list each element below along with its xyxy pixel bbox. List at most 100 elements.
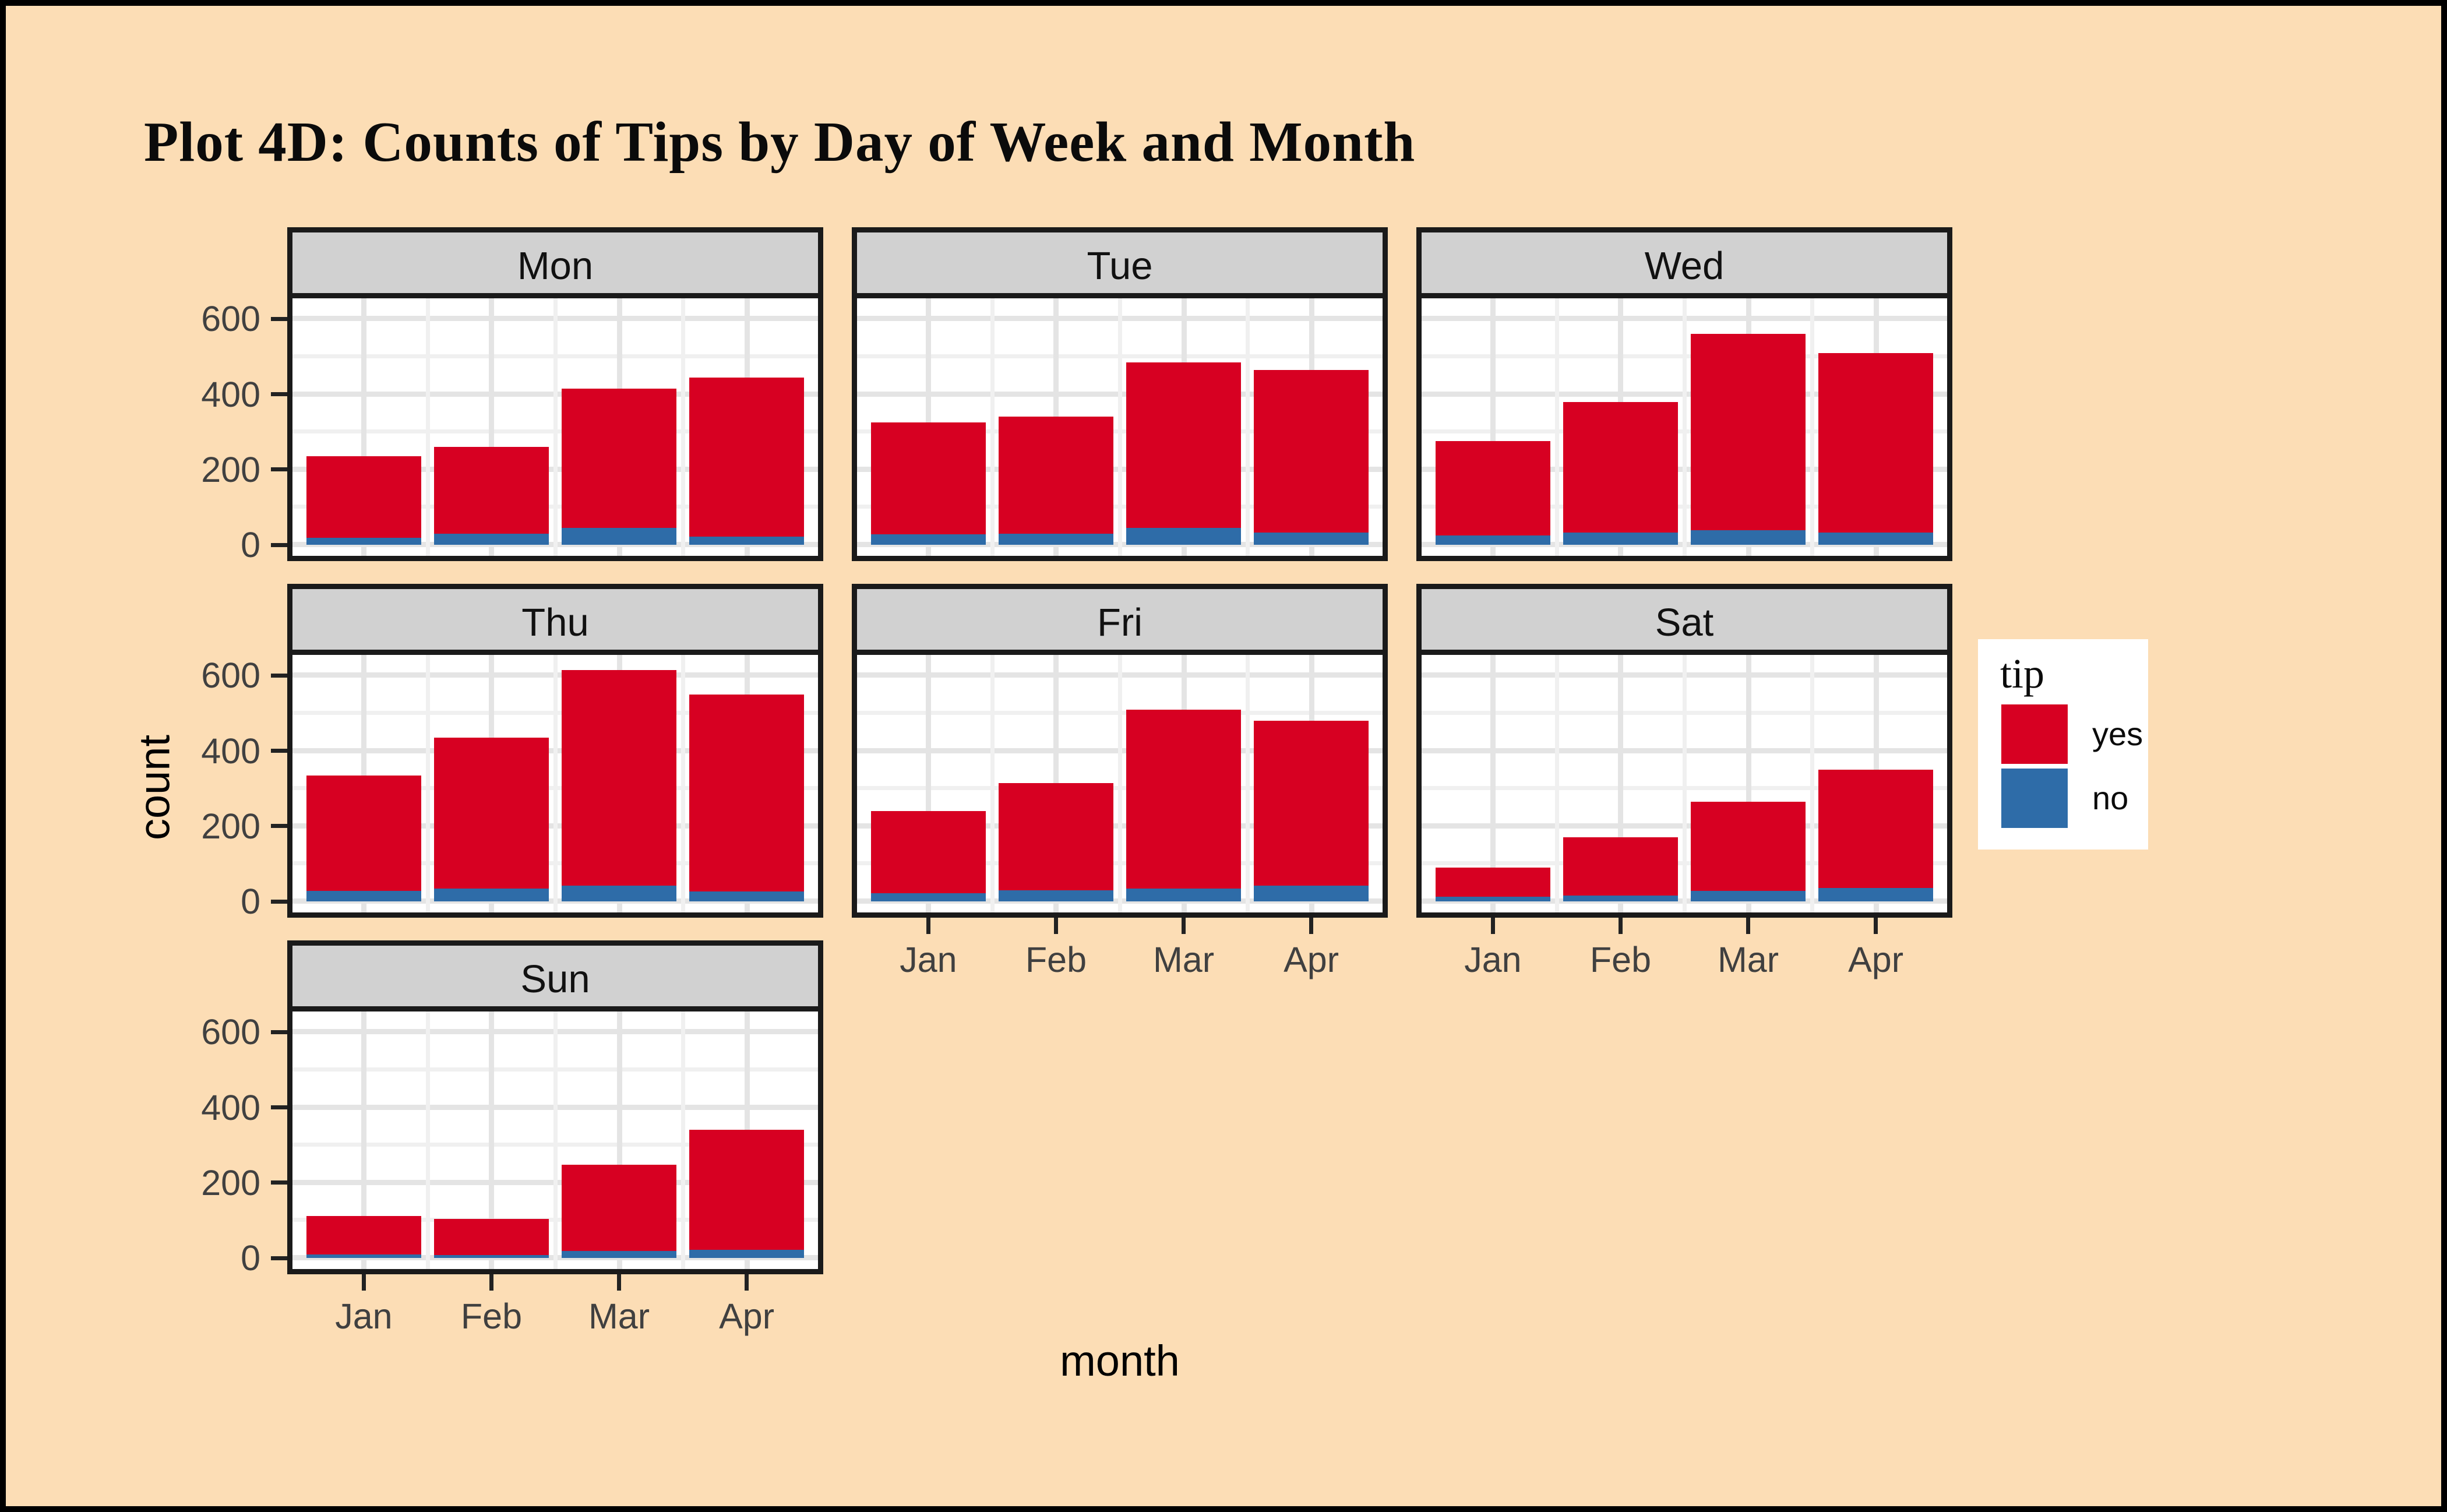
bar-tue-mar-yes bbox=[1126, 362, 1242, 528]
bar-wed-feb-yes bbox=[1563, 401, 1678, 533]
bar-mon-jan-yes bbox=[306, 456, 421, 538]
x-tick bbox=[361, 1274, 366, 1291]
y-tick-label: 600 bbox=[201, 1012, 260, 1052]
facet-panel-tue bbox=[852, 293, 1388, 561]
bar-thu-jan-no bbox=[306, 890, 421, 901]
bar-wed-feb-no bbox=[1563, 533, 1678, 545]
gridline-major-v bbox=[1618, 655, 1624, 912]
bar-thu-mar-yes bbox=[562, 669, 677, 886]
bar-wed-jan-yes bbox=[1435, 441, 1550, 535]
facet-panel-thu bbox=[287, 650, 823, 918]
facet-panel-mon bbox=[287, 293, 823, 561]
legend-label-yes: yes bbox=[2092, 716, 2143, 752]
y-tick-label: 0 bbox=[241, 882, 260, 921]
y-tick-label: 400 bbox=[201, 731, 260, 771]
y-tick bbox=[271, 1180, 287, 1185]
gridline-minor-v bbox=[1246, 655, 1250, 912]
x-tick bbox=[1746, 918, 1751, 934]
bar-tue-apr-yes bbox=[1254, 369, 1369, 533]
gridline-minor-v bbox=[1810, 298, 1815, 556]
gridline-minor-v bbox=[1810, 655, 1815, 912]
y-axis-title: count bbox=[130, 734, 179, 841]
x-tick-label: Mar bbox=[588, 1296, 650, 1336]
bar-wed-jan-no bbox=[1435, 535, 1550, 545]
legend-swatch-no bbox=[2001, 769, 2068, 828]
gridline-major-v bbox=[926, 655, 932, 912]
gridline-minor-v bbox=[1554, 655, 1559, 912]
x-tick bbox=[617, 1274, 622, 1291]
bar-thu-feb-no bbox=[433, 889, 549, 901]
gridline-minor-v bbox=[553, 1011, 558, 1269]
bar-sun-feb-no bbox=[433, 1255, 549, 1258]
gridline-minor-v bbox=[425, 298, 430, 556]
bar-fri-mar-yes bbox=[1126, 709, 1242, 889]
y-tick-label: 600 bbox=[201, 299, 260, 339]
y-tick-label: 0 bbox=[241, 525, 260, 565]
plot-title: Plot 4D: Counts of Tips by Day of Week a… bbox=[144, 111, 1416, 173]
gridline-minor-v bbox=[425, 1011, 430, 1269]
bar-sun-feb-yes bbox=[433, 1219, 549, 1256]
x-tick bbox=[489, 1274, 493, 1291]
gridline-minor-v bbox=[990, 298, 995, 556]
gridline-major-v bbox=[361, 1011, 367, 1269]
x-tick-label: Feb bbox=[460, 1296, 523, 1336]
y-tick bbox=[271, 1105, 287, 1110]
facet-strip-fri: Fri bbox=[852, 584, 1388, 655]
y-tick bbox=[271, 673, 287, 678]
bar-wed-apr-no bbox=[1818, 532, 1934, 545]
bar-sat-mar-no bbox=[1691, 890, 1806, 901]
bar-fri-jan-yes bbox=[870, 810, 986, 893]
x-tick-label: Feb bbox=[1589, 940, 1652, 979]
gridline-minor-v bbox=[681, 1011, 686, 1269]
y-tick bbox=[271, 899, 287, 904]
bar-fri-feb-no bbox=[998, 890, 1113, 901]
bar-mon-apr-no bbox=[689, 536, 805, 545]
facet-strip-sat: Sat bbox=[1416, 584, 1952, 655]
x-tick-label: Mar bbox=[1152, 940, 1215, 979]
gridline-minor-v bbox=[1118, 298, 1122, 556]
bar-sat-jan-no bbox=[1435, 897, 1550, 901]
bar-fri-apr-no bbox=[1254, 885, 1369, 901]
gridline-minor-v bbox=[1118, 655, 1122, 912]
facet-panel-sun bbox=[287, 1006, 823, 1274]
x-tick-label: Apr bbox=[1284, 940, 1339, 979]
y-tick bbox=[271, 749, 287, 753]
x-tick-label: Apr bbox=[1848, 940, 1904, 979]
bar-mon-mar-no bbox=[562, 527, 677, 545]
x-tick bbox=[1053, 918, 1058, 934]
bar-mon-mar-yes bbox=[562, 388, 677, 528]
bar-mon-apr-yes bbox=[689, 377, 805, 537]
bar-wed-mar-no bbox=[1691, 530, 1806, 545]
bar-fri-mar-no bbox=[1126, 889, 1242, 901]
gridline-major-v bbox=[1490, 655, 1496, 912]
y-tick bbox=[271, 316, 287, 321]
gridline-major-v bbox=[1490, 298, 1496, 556]
y-tick-label: 400 bbox=[201, 374, 260, 414]
bar-fri-jan-no bbox=[870, 893, 986, 901]
bar-mon-feb-yes bbox=[433, 447, 549, 534]
bar-sat-apr-yes bbox=[1818, 769, 1934, 889]
bar-tue-jan-no bbox=[870, 534, 986, 545]
gridline-major-v bbox=[616, 1011, 622, 1269]
bar-sun-apr-yes bbox=[689, 1130, 805, 1250]
gridline-major-v bbox=[1746, 655, 1751, 912]
gridline-minor-v bbox=[1554, 298, 1559, 556]
bar-tue-apr-no bbox=[1254, 533, 1369, 545]
x-tick bbox=[745, 1274, 749, 1291]
legend-title: tip bbox=[2000, 650, 2045, 697]
legend-label-no: no bbox=[2092, 780, 2129, 816]
x-tick-label: Jan bbox=[900, 940, 957, 979]
y-tick bbox=[271, 1030, 287, 1034]
y-tick-label: 200 bbox=[201, 806, 260, 846]
bar-sat-apr-no bbox=[1818, 888, 1934, 901]
gridline-minor-v bbox=[681, 655, 686, 912]
gridline-major-v bbox=[361, 298, 367, 556]
bar-thu-apr-yes bbox=[689, 694, 805, 892]
x-tick bbox=[1874, 918, 1878, 934]
bar-sat-jan-yes bbox=[1435, 867, 1550, 897]
y-tick-label: 200 bbox=[201, 449, 260, 489]
y-tick-label: 600 bbox=[201, 655, 260, 696]
y-tick bbox=[271, 824, 287, 829]
bar-sun-mar-yes bbox=[562, 1164, 677, 1252]
